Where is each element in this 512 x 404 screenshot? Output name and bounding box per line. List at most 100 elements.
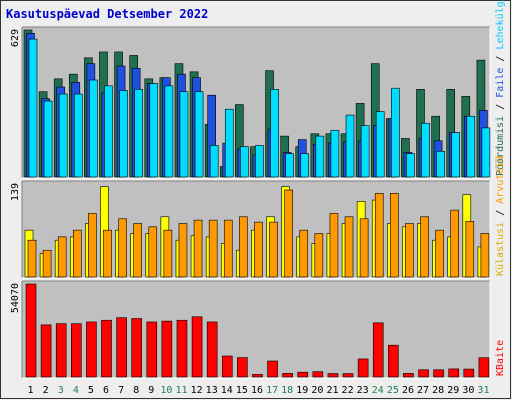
x-tick-label-14: 14 bbox=[221, 385, 233, 396]
bar-hits-day-26-rect bbox=[406, 153, 415, 178]
bar-kbytes-day-31 bbox=[478, 357, 490, 378]
bar-hits-day-31-rect bbox=[481, 127, 491, 178]
bar-sites-day-20-rect bbox=[314, 233, 324, 278]
x-tick-label-18: 18 bbox=[281, 385, 293, 396]
bar-sites-day-21-rect bbox=[329, 213, 339, 278]
bar-hits-day-6-rect bbox=[104, 85, 113, 178]
legends: Pöördumisi / Faile / LehekülgiKülastusi … bbox=[495, 0, 506, 376]
bar-hits-day-24-rect bbox=[375, 111, 385, 178]
bar-hits-day-7 bbox=[119, 90, 128, 178]
x-tick-label-11: 11 bbox=[175, 385, 187, 396]
legend-item-bottom-0: KBaite bbox=[495, 340, 506, 376]
x-tick-label-3: 3 bbox=[58, 385, 64, 396]
bar-sites-day-7-rect bbox=[118, 218, 127, 278]
bar-kbytes-day-18-rect bbox=[282, 373, 293, 378]
x-tick-label-1: 1 bbox=[28, 385, 34, 396]
bar-kbytes-day-30 bbox=[463, 368, 475, 378]
bar-sites-day-3 bbox=[57, 236, 67, 278]
bar-hits-day-8 bbox=[134, 89, 143, 178]
bar-hits-day-23 bbox=[360, 125, 370, 178]
bar-sites-day-22-rect bbox=[344, 216, 354, 278]
bar-kbytes-day-17-rect bbox=[267, 360, 278, 378]
bar-kbytes-day-23 bbox=[357, 358, 369, 378]
bar-sites-day-26-rect bbox=[405, 223, 414, 278]
bar-kbytes-day-7 bbox=[116, 317, 127, 378]
bar-sites-day-2 bbox=[42, 249, 52, 278]
bar-hits-day-5 bbox=[89, 79, 98, 178]
bar-kbytes-day-19 bbox=[297, 371, 309, 378]
bar-kbytes-day-16 bbox=[252, 374, 263, 378]
x-tick-label-16: 16 bbox=[251, 385, 263, 396]
bar-hits-day-16-rect bbox=[255, 145, 264, 178]
bar-hits-day-21 bbox=[330, 129, 340, 178]
bar-hits-day-8-rect bbox=[134, 89, 143, 178]
bar-sites-day-30-rect bbox=[465, 221, 475, 278]
plot-area-3 bbox=[22, 281, 490, 378]
y-axis-max-label-1: 629 bbox=[10, 29, 21, 47]
bar-kbytes-day-3-rect bbox=[55, 323, 67, 378]
chart-panels: 629 139 54070 bbox=[10, 26, 491, 379]
bar-kbytes-day-1-rect bbox=[25, 283, 37, 378]
bar-kbytes-day-4 bbox=[70, 323, 82, 378]
bar-kbytes-day-20-rect bbox=[312, 371, 324, 378]
bar-hits-day-18 bbox=[285, 153, 294, 178]
bar-sites-day-19 bbox=[299, 229, 309, 278]
x-tick-label-25: 25 bbox=[387, 385, 399, 396]
bar-hits-day-14-rect bbox=[224, 108, 234, 178]
bar-hits-day-17 bbox=[270, 89, 279, 178]
bar-kbytes-day-9-rect bbox=[146, 321, 158, 378]
bar-kbytes-day-26 bbox=[403, 373, 414, 378]
bar-kbytes-day-21-rect bbox=[327, 373, 339, 378]
bar-kbytes-day-7-rect bbox=[116, 317, 127, 378]
bar-kbytes-day-27 bbox=[418, 369, 429, 378]
bar-sites-day-28 bbox=[435, 229, 444, 278]
bar-sites-day-27-rect bbox=[420, 216, 429, 278]
bar-hits-day-20 bbox=[315, 135, 325, 178]
bar-sites-day-5-rect bbox=[88, 213, 97, 278]
x-tick-labels: 1 2 3 4 5 6 7 8 9 10 11 12 13 14 15 16 17 18 19 20 21 22 23 24 2… bbox=[28, 385, 490, 396]
bar-sites-day-24-rect bbox=[374, 193, 384, 278]
x-tick-label-20: 20 bbox=[311, 385, 323, 396]
bar-sites-day-10-rect bbox=[163, 229, 173, 278]
bar-hits-day-14 bbox=[224, 108, 234, 178]
bar-hits-day-3-rect bbox=[58, 93, 68, 178]
bar-sites-day-29 bbox=[450, 209, 460, 278]
bar-kbytes-day-14 bbox=[221, 355, 233, 378]
legend-item-top-1: Faile bbox=[495, 68, 506, 98]
bar-sites-day-9-rect bbox=[148, 226, 158, 278]
bar-hits-day-3 bbox=[58, 93, 68, 178]
bar-sites-day-25-rect bbox=[390, 193, 399, 278]
bar-kbytes-day-6 bbox=[101, 319, 112, 378]
bar-hits-day-25-rect bbox=[391, 87, 400, 178]
bar-hits-day-12-rect bbox=[194, 91, 204, 178]
bar-kbytes-day-2-rect bbox=[40, 324, 52, 378]
bar-hits-day-11-rect bbox=[179, 91, 189, 178]
x-tick-label-22: 22 bbox=[342, 385, 354, 396]
bar-sites-day-16-rect bbox=[254, 221, 263, 278]
bar-sites-day-14-rect bbox=[223, 219, 233, 278]
x-tick-label-27: 27 bbox=[417, 385, 429, 396]
bar-sites-day-25 bbox=[390, 193, 399, 278]
bar-sites-day-21 bbox=[329, 213, 339, 278]
bar-kbytes-day-19-rect bbox=[297, 371, 309, 378]
legend-middle: Külastusi / Arvuteid bbox=[495, 156, 506, 276]
bar-sites-day-4-rect bbox=[72, 229, 82, 278]
bar-sites-day-28-rect bbox=[435, 229, 444, 278]
bar-kbytes-day-11-rect bbox=[176, 319, 188, 378]
bar-hits-day-5-rect bbox=[89, 79, 98, 178]
x-tick-label-6: 6 bbox=[103, 385, 109, 396]
bar-sites-day-23-rect bbox=[359, 218, 369, 278]
bar-kbytes-day-10-rect bbox=[161, 320, 173, 378]
bar-kbytes-day-8-rect bbox=[131, 318, 142, 378]
bar-kbytes-day-12 bbox=[191, 316, 203, 378]
bar-hits-day-29-rect bbox=[451, 132, 461, 178]
bar-kbytes-day-10 bbox=[161, 320, 173, 378]
bar-kbytes-day-31-rect bbox=[478, 357, 490, 378]
legend-item-top-2: Lehekülgi bbox=[495, 0, 506, 50]
x-tick-label-4: 4 bbox=[73, 385, 79, 396]
bar-sites-day-13-rect bbox=[208, 219, 218, 278]
x-tick-label-12: 12 bbox=[191, 385, 203, 396]
bar-kbytes-day-28 bbox=[433, 369, 444, 378]
